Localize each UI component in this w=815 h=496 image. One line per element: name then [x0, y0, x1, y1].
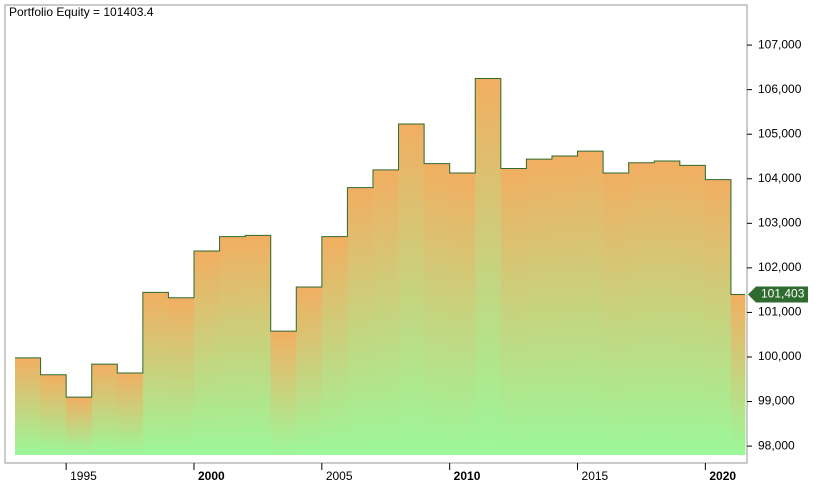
equity-step	[347, 187, 374, 455]
equity-step	[372, 169, 400, 455]
equity-step	[603, 172, 630, 456]
y-tick-label: 101,000	[758, 305, 802, 319]
y-tick-label: 105,000	[758, 126, 802, 140]
x-tick-label: 1995	[70, 469, 97, 483]
y-tick-label: 103,000	[758, 215, 802, 229]
equity-step	[142, 292, 169, 455]
equity-step	[730, 294, 746, 455]
equity-step	[40, 374, 67, 455]
equity-step	[245, 235, 272, 455]
x-tick-label: 2010	[454, 469, 481, 483]
equity-line	[15, 78, 745, 398]
y-tick-label: 106,000	[758, 82, 802, 96]
equity-step	[66, 397, 93, 455]
equity-step	[705, 179, 732, 455]
equity-step	[526, 159, 553, 455]
equity-step	[117, 373, 144, 455]
equity-step	[296, 287, 323, 455]
equity-step	[168, 297, 195, 455]
equity-step	[398, 123, 425, 456]
equity-step	[219, 236, 246, 455]
equity-step	[654, 160, 681, 455]
equity-step	[628, 162, 655, 455]
x-tick-label: 2020	[709, 469, 736, 483]
equity-step	[193, 250, 221, 455]
equity-step	[551, 156, 579, 455]
equity-step	[321, 236, 348, 455]
y-tick-label: 102,000	[758, 260, 802, 274]
y-tick-label: 107,000	[758, 37, 802, 51]
y-tick-label: 99,000	[758, 394, 795, 408]
x-tick-label: 2015	[582, 469, 609, 483]
x-tick-label: 2005	[326, 469, 353, 483]
equity-step	[449, 172, 476, 456]
last-value-label: 101,403	[761, 287, 805, 301]
equity-step	[91, 364, 118, 455]
y-tick-label: 104,000	[758, 171, 802, 185]
y-tick-label: 98,000	[758, 438, 795, 452]
last-value-marker	[748, 286, 808, 303]
x-tick-label: 2000	[198, 469, 225, 483]
equity-step	[15, 357, 42, 455]
equity-step	[424, 163, 451, 455]
y-tick-label: 100,000	[758, 349, 802, 363]
chart-title: Portfolio Equity = 101403.4	[9, 5, 154, 19]
equity-step	[270, 331, 297, 455]
equity-step	[577, 151, 604, 455]
equity-step	[679, 165, 706, 455]
equity-step	[500, 168, 527, 456]
equity-step	[475, 78, 502, 455]
